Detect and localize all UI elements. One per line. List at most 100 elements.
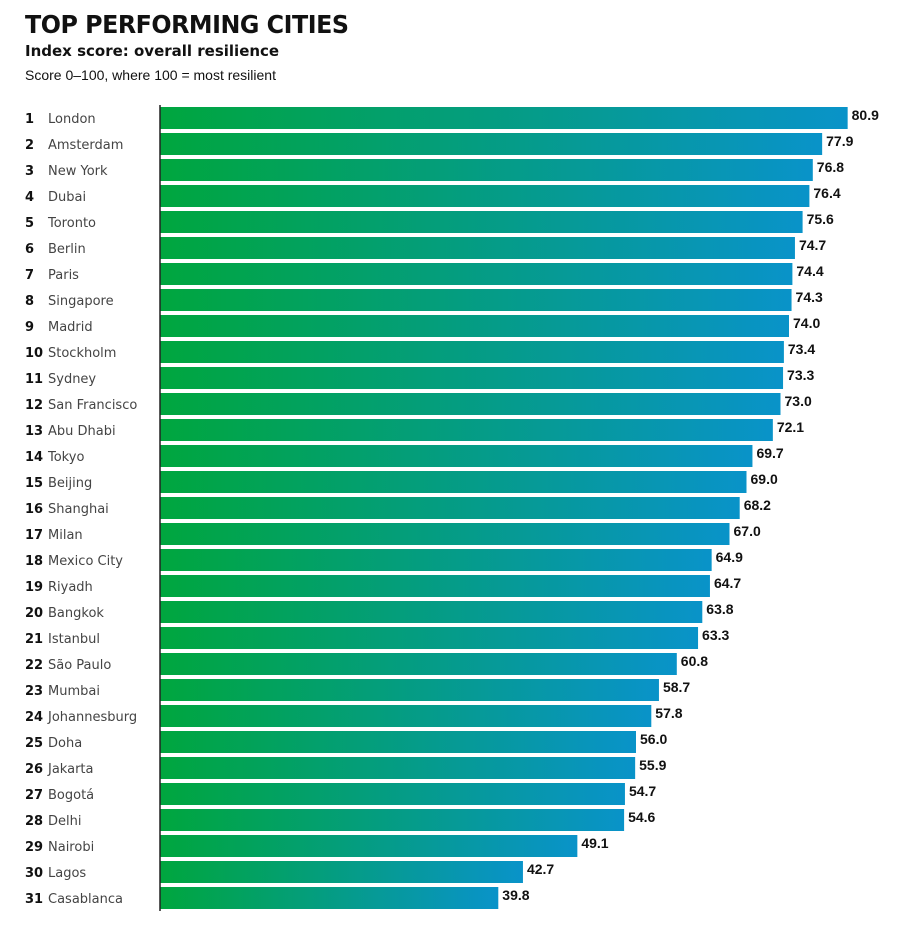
data-label: 56.0 <box>640 731 667 747</box>
data-label: 73.3 <box>787 367 814 383</box>
rank-label: 2 <box>25 138 34 153</box>
rank-label: 17 <box>25 528 43 543</box>
rank-label: 16 <box>25 502 43 517</box>
bar <box>160 705 652 727</box>
category-label: Mumbai <box>48 684 100 699</box>
bar <box>160 861 523 883</box>
rank-label: 24 <box>25 710 43 725</box>
category-label: Madrid <box>48 320 93 335</box>
data-label: 55.9 <box>639 757 666 773</box>
rank-label: 23 <box>25 684 43 699</box>
category-label: Jakarta <box>47 762 93 777</box>
bar <box>160 757 636 779</box>
rank-label: 30 <box>25 866 43 881</box>
category-label: London <box>48 112 96 127</box>
rank-label: 22 <box>25 658 43 673</box>
category-label: Nairobi <box>48 840 94 855</box>
data-label: 58.7 <box>663 679 690 695</box>
bar <box>160 809 625 831</box>
category-label: Shanghai <box>48 502 109 517</box>
data-label: 57.8 <box>655 705 682 721</box>
bar <box>160 653 677 675</box>
data-label: 68.2 <box>744 497 771 513</box>
category-label: Sydney <box>48 372 96 387</box>
bar <box>160 731 636 753</box>
rank-label: 15 <box>25 476 43 491</box>
category-label: Berlin <box>48 242 86 257</box>
data-label: 75.6 <box>807 211 834 227</box>
data-label: 76.8 <box>817 159 844 175</box>
category-label: Istanbul <box>48 632 100 647</box>
bar <box>160 601 703 623</box>
bar <box>160 341 784 363</box>
bar <box>160 367 784 389</box>
bar <box>160 445 753 467</box>
bar <box>160 471 747 493</box>
rank-label: 28 <box>25 814 43 829</box>
category-label: Paris <box>48 268 79 283</box>
data-label: 77.9 <box>826 133 853 149</box>
rank-label: 27 <box>25 788 43 803</box>
bar <box>160 263 793 285</box>
bar <box>160 679 659 701</box>
bar <box>160 835 578 857</box>
data-label: 63.8 <box>706 601 733 617</box>
bar <box>160 237 795 259</box>
category-label: Dubai <box>48 190 86 205</box>
data-label: 74.0 <box>793 315 820 331</box>
data-label: 76.4 <box>813 185 840 201</box>
category-label: São Paulo <box>48 658 111 673</box>
category-label: Johannesburg <box>47 710 137 725</box>
rank-label: 4 <box>25 190 34 205</box>
data-label: 73.4 <box>788 341 815 357</box>
data-label: 73.0 <box>785 393 812 409</box>
rank-label: 9 <box>25 320 34 335</box>
category-label: Milan <box>48 528 83 543</box>
data-label: 67.0 <box>734 523 761 539</box>
category-label: Stockholm <box>48 346 116 361</box>
rank-label: 11 <box>25 372 43 387</box>
data-label: 64.7 <box>714 575 741 591</box>
data-label: 69.7 <box>756 445 783 461</box>
bar <box>160 523 730 545</box>
data-label: 72.1 <box>777 419 804 435</box>
data-label: 69.0 <box>751 471 778 487</box>
data-label: 64.9 <box>716 549 743 565</box>
bar <box>160 315 789 337</box>
bar <box>160 887 499 909</box>
data-label: 63.3 <box>702 627 729 643</box>
data-label: 74.3 <box>796 289 823 305</box>
bar <box>160 133 823 155</box>
data-label: 49.1 <box>581 835 608 851</box>
bar <box>160 289 792 311</box>
rank-label: 31 <box>25 892 43 907</box>
data-label: 39.8 <box>502 887 529 903</box>
rank-label: 20 <box>25 606 43 621</box>
chart-subtitle: Index score: overall resilience <box>25 42 280 60</box>
category-label: Amsterdam <box>48 138 123 153</box>
category-label: Lagos <box>48 866 86 881</box>
rank-label: 12 <box>25 398 43 413</box>
rank-label: 19 <box>25 580 43 595</box>
rank-label: 25 <box>25 736 43 751</box>
bar <box>160 783 625 805</box>
category-label: Delhi <box>48 814 81 829</box>
category-label: Casablanca <box>48 892 123 907</box>
bar <box>160 159 813 181</box>
chart-title: TOP PERFORMING CITIES <box>25 10 349 39</box>
bar <box>160 419 773 441</box>
rank-label: 14 <box>25 450 43 465</box>
bar <box>160 627 699 649</box>
rank-label: 6 <box>25 242 34 257</box>
rank-label: 29 <box>25 840 43 855</box>
category-label: Toronto <box>47 216 96 231</box>
bar <box>160 393 781 415</box>
data-label: 74.4 <box>796 263 823 279</box>
data-label: 74.7 <box>799 237 826 253</box>
bar <box>160 497 740 519</box>
bar <box>160 185 810 207</box>
data-label: 42.7 <box>527 861 554 877</box>
category-label: Abu Dhabi <box>48 424 116 439</box>
data-label: 54.7 <box>629 783 656 799</box>
